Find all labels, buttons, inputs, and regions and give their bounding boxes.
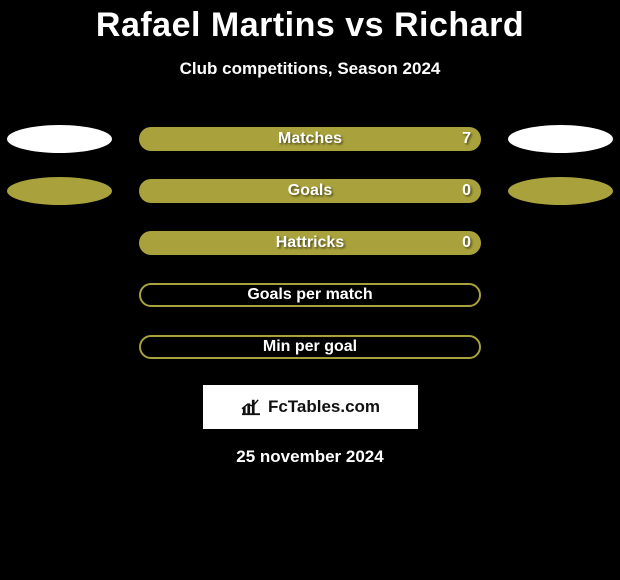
brand-label: FcTables.com <box>240 397 380 417</box>
stat-value: 0 <box>462 234 471 252</box>
page-title: Rafael Martins vs Richard <box>0 6 620 45</box>
right-spacer <box>508 281 613 309</box>
stat-bar: Hattricks 0 <box>139 231 481 255</box>
brand-badge: FcTables.com <box>203 385 418 429</box>
left-spacer <box>7 281 112 309</box>
right-ellipse <box>508 177 613 205</box>
subtitle: Club competitions, Season 2024 <box>0 59 620 79</box>
brand-text: FcTables.com <box>268 397 380 417</box>
comparison-panel: Rafael Martins vs Richard Club competiti… <box>0 0 620 467</box>
stat-bar: Matches 7 <box>139 127 481 151</box>
right-spacer <box>508 229 613 257</box>
stat-bar: Min per goal <box>139 335 481 359</box>
right-spacer <box>508 333 613 361</box>
stat-bar: Goals per match <box>139 283 481 307</box>
left-ellipse <box>7 125 112 153</box>
stat-label: Hattricks <box>276 234 344 252</box>
stat-row-matches: Matches 7 <box>0 125 620 153</box>
stat-value: 0 <box>462 182 471 200</box>
left-spacer <box>7 229 112 257</box>
stat-row-goals: Goals 0 <box>0 177 620 205</box>
left-ellipse <box>7 177 112 205</box>
stat-label: Min per goal <box>263 338 357 356</box>
stat-row-goals-per-match: Goals per match <box>0 281 620 309</box>
right-ellipse <box>508 125 613 153</box>
stat-row-hattricks: Hattricks 0 <box>0 229 620 257</box>
stat-label: Goals <box>288 182 332 200</box>
left-spacer <box>7 333 112 361</box>
stat-row-min-per-goal: Min per goal <box>0 333 620 361</box>
stat-bar: Goals 0 <box>139 179 481 203</box>
bar-chart-icon <box>240 398 262 416</box>
stat-label: Goals per match <box>247 286 372 304</box>
date-label: 25 november 2024 <box>0 447 620 467</box>
stat-label: Matches <box>278 130 342 148</box>
stat-value: 7 <box>462 130 471 148</box>
